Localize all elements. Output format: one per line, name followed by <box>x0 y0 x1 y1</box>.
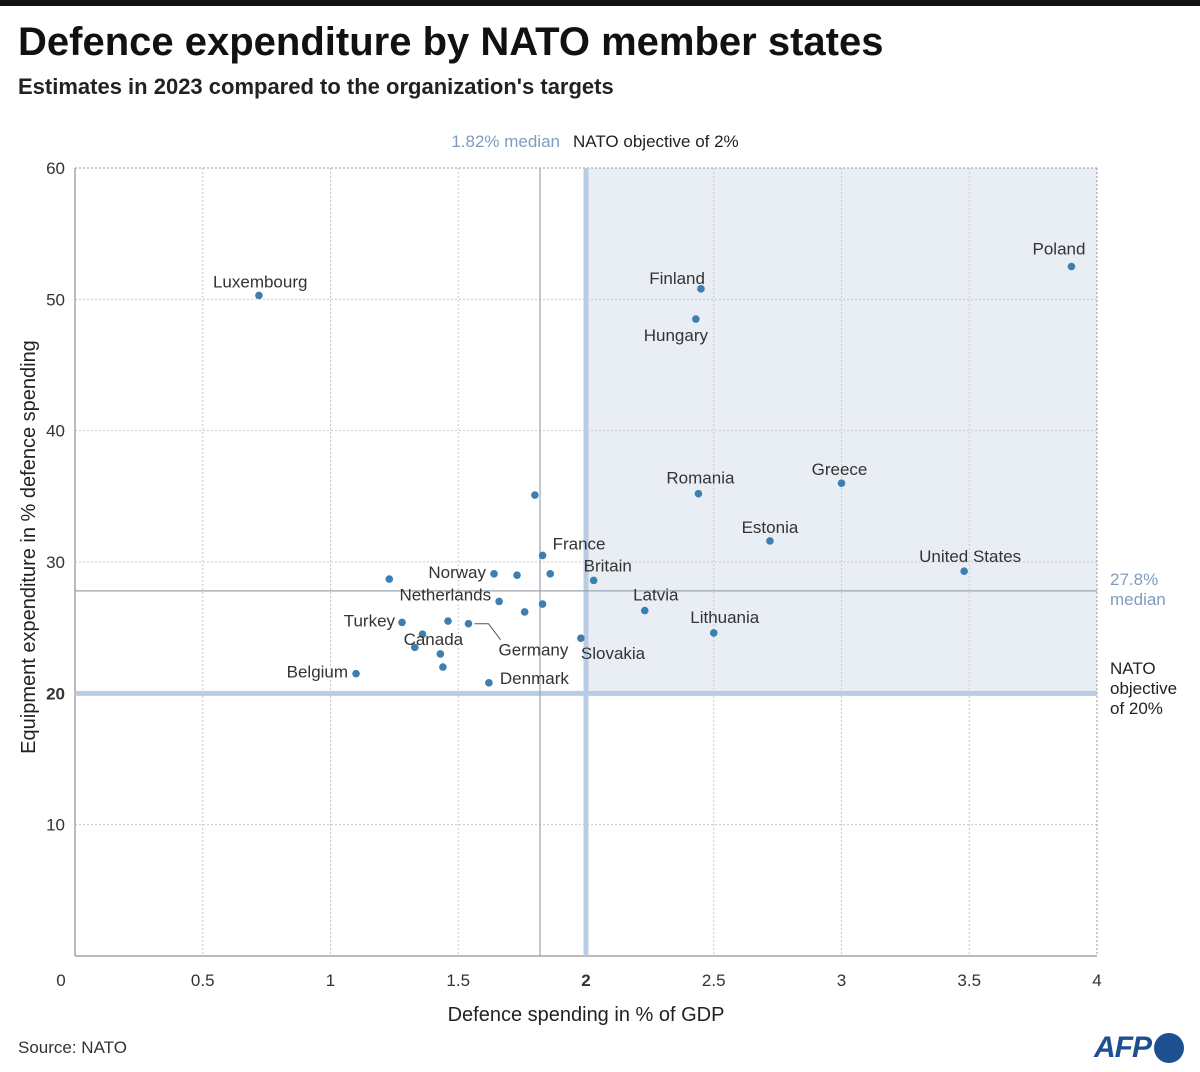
median-y-label: 27.8% <box>1110 570 1158 589</box>
point-label: Turkey <box>344 611 396 630</box>
data-point <box>495 597 503 606</box>
point-label: Denmark <box>500 669 569 688</box>
source-note: Source: NATO <box>18 1038 127 1057</box>
data-point <box>692 315 700 323</box>
x-tick-label: 3.5 <box>957 971 981 990</box>
data-point <box>490 570 498 578</box>
data-point <box>960 567 968 575</box>
data-point <box>411 643 419 652</box>
point-label: Finland <box>649 269 705 288</box>
y-tick-label: 50 <box>46 290 65 309</box>
point-label: Hungary <box>644 326 709 345</box>
x-tick-label: 0.5 <box>191 971 215 990</box>
data-point <box>709 629 718 637</box>
data-point <box>766 537 774 545</box>
data-point <box>697 285 705 293</box>
data-point <box>513 571 521 579</box>
point-label: Lithuania <box>690 608 760 627</box>
x-tick-label: 4 <box>1092 971 1101 990</box>
target-y-label: NATO <box>1110 659 1156 678</box>
median-y-label: median <box>1110 590 1166 609</box>
top-rule <box>0 0 1200 6</box>
target-y-label: objective <box>1110 679 1177 698</box>
point-label: Slovakia <box>581 644 646 663</box>
point-label: Netherlands <box>399 585 491 604</box>
x-axis-title: Defence spending in % of GDP <box>448 1004 725 1026</box>
point-label: United States <box>919 547 1021 566</box>
data-point <box>694 489 703 498</box>
data-point <box>436 650 445 658</box>
y-tick-label: 60 <box>46 159 65 178</box>
target-x-label: NATO objective of 2% <box>573 132 739 151</box>
point-label: Latvia <box>633 586 679 605</box>
point-label: Romania <box>666 469 735 488</box>
x-tick-label: 0 <box>56 971 65 990</box>
point-label: Greece <box>812 460 868 479</box>
afp-logo: AFP <box>1094 1030 1184 1066</box>
y-tick-label: 20 <box>46 684 65 703</box>
point-label: Germany <box>498 641 568 660</box>
median-x-label: 1.82% median <box>451 132 560 151</box>
y-axis-title: Equipment expenditure in % defence spend… <box>18 340 40 754</box>
data-point <box>640 606 649 615</box>
data-point <box>398 618 406 627</box>
x-tick-label: 1.5 <box>446 971 470 990</box>
logo-text: AFP <box>1094 1031 1152 1064</box>
data-point <box>531 491 539 499</box>
y-tick-label: 30 <box>46 553 65 572</box>
point-label: Estonia <box>742 518 799 537</box>
data-point <box>1067 262 1076 271</box>
data-point <box>352 669 360 678</box>
data-point <box>538 600 547 608</box>
data-point <box>520 608 529 616</box>
x-tick-label: 2 <box>581 971 590 990</box>
data-point <box>589 576 598 585</box>
point-label: France <box>553 534 606 553</box>
point-label: Poland <box>1033 240 1086 259</box>
logo-dot-icon <box>1154 1033 1184 1063</box>
point-label: Belgium <box>287 663 348 682</box>
data-point <box>464 619 473 628</box>
point-label: Canada <box>404 630 464 649</box>
data-point <box>546 570 555 578</box>
data-point <box>444 617 452 625</box>
x-tick-label: 3 <box>837 971 846 990</box>
data-point <box>255 291 263 300</box>
chart-subtitle: Estimates in 2023 compared to the organi… <box>18 74 614 99</box>
y-tick-label: 40 <box>46 422 65 441</box>
data-point <box>385 575 394 583</box>
x-tick-label: 2.5 <box>702 971 726 990</box>
germany-leader-line <box>474 623 501 641</box>
data-point <box>577 634 585 642</box>
data-point <box>418 630 427 639</box>
point-label: Britain <box>584 556 632 575</box>
data-point <box>439 663 447 671</box>
data-point <box>538 551 547 560</box>
point-label: Luxembourg <box>213 272 308 291</box>
x-tick-label: 1 <box>326 971 335 990</box>
point-label: Norway <box>428 563 486 582</box>
y-tick-label: 10 <box>46 816 65 835</box>
chart-title: Defence expenditure by NATO member state… <box>18 20 884 64</box>
data-point <box>485 679 493 687</box>
target-y-label: of 20% <box>1110 699 1163 718</box>
data-point <box>837 479 846 488</box>
